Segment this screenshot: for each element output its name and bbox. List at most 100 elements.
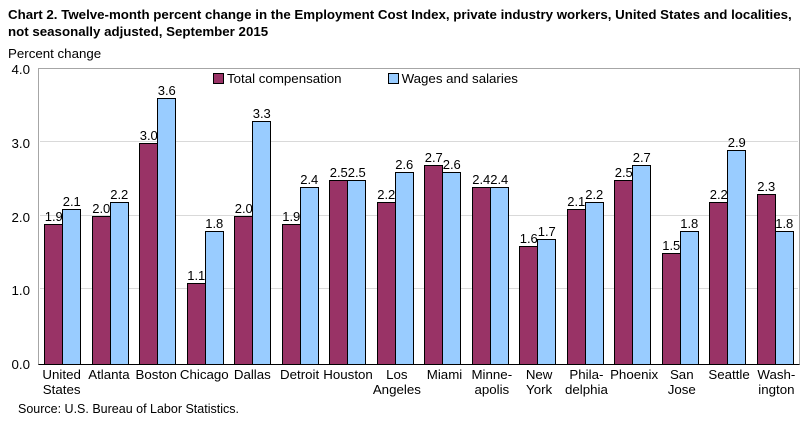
x-tick-label: United States xyxy=(42,367,81,397)
x-tick-label: San Jose xyxy=(667,367,696,397)
bar-value-label: 1.8 xyxy=(205,216,224,231)
y-tick-label: 3.0 xyxy=(11,135,31,151)
bar-group: 1.9 2.1 xyxy=(39,69,87,364)
legend-label: Wages and salaries xyxy=(401,71,518,86)
x-tick-label: Dallas xyxy=(233,367,271,382)
total-compensation-bar: 2.2 xyxy=(709,187,729,364)
bar-value-label: 2.2 xyxy=(110,187,129,202)
wages-salaries-bar: 2.9 xyxy=(727,135,747,364)
wages-salaries-bar: 2.1 xyxy=(62,194,82,364)
bar-value-label: 2.7 xyxy=(632,150,651,165)
bar-group: 2.1 2.2 xyxy=(562,69,610,364)
bar-value-label: 1.1 xyxy=(187,268,206,283)
total-compensation-bar: 2.5 xyxy=(614,165,634,364)
bar-value-label: 2.2 xyxy=(377,187,396,202)
bar-value-label: 2.4 xyxy=(472,172,491,187)
x-tick-label: Houston xyxy=(323,367,373,382)
wages-salaries-bar: 1.8 xyxy=(679,216,699,364)
bar-group: 2.2 2.6 xyxy=(372,69,420,364)
wages-salaries-bar: 2.6 xyxy=(442,157,462,364)
bar-value-label: 1.6 xyxy=(519,231,538,246)
y-tick-label: 2.0 xyxy=(11,209,31,225)
y-tick-label: 4.0 xyxy=(11,62,31,77)
x-tick-label: Miami xyxy=(426,367,463,382)
x-tick-label: Los Angeles xyxy=(372,367,421,397)
gridline xyxy=(40,214,798,216)
wages-salaries-bar: 2.2 xyxy=(109,187,129,364)
bar-group: 2.4 2.4 xyxy=(467,69,515,364)
legend-item-total-compensation: Total compensation xyxy=(213,71,342,86)
wages-salaries-bar: 3.6 xyxy=(157,83,177,364)
bar-group: 1.5 1.8 xyxy=(657,69,705,364)
x-tick-label: Boston xyxy=(135,367,177,382)
gridline xyxy=(40,140,798,142)
bar-value-label: 2.6 xyxy=(442,157,461,172)
y-tick-label: 0.0 xyxy=(11,357,31,372)
wages-salaries-bar: 1.8 xyxy=(774,216,794,364)
total-compensation-bar: 1.5 xyxy=(661,238,681,364)
bar-value-label: 3.3 xyxy=(252,106,271,121)
bar-group: 2.0 2.2 xyxy=(87,69,135,364)
total-compensation-bar: 2.5 xyxy=(329,165,349,364)
total-compensation-bar: 1.1 xyxy=(186,268,206,364)
bar-group: 1.9 2.4 xyxy=(277,69,325,364)
total-compensation-bar: 2.3 xyxy=(756,179,776,364)
bar-value-label: 2.6 xyxy=(395,157,414,172)
bar-value-label: 2.4 xyxy=(300,172,319,187)
legend: Total compensation Wages and salaries xyxy=(213,71,518,86)
bar-value-label: 2.1 xyxy=(567,194,586,209)
chart-title: Chart 2. Twelve-month percent change in … xyxy=(8,7,792,39)
bar-group: 2.0 3.3 xyxy=(229,69,277,364)
bar-value-label: 3.0 xyxy=(139,128,158,143)
bar-value-label: 2.5 xyxy=(614,165,633,180)
wages-salaries-bar: 2.4 xyxy=(299,172,319,364)
bar-group: 3.0 3.6 xyxy=(134,69,182,364)
wages-salaries-bar: 2.4 xyxy=(489,172,509,364)
bar-value-label: 1.8 xyxy=(775,216,794,231)
total-compensation-bar: 1.6 xyxy=(519,231,539,364)
source-note: Source: U.S. Bureau of Labor Statistics. xyxy=(18,402,239,416)
total-compensation-bar: 2.4 xyxy=(471,172,491,364)
bar-group: 1.1 1.8 xyxy=(182,69,230,364)
y-axis-labels: 0.0 1.0 2.0 3.0 4.0 xyxy=(0,62,32,372)
wages-salaries-swatch-icon xyxy=(387,73,399,84)
bar-value-label: 1.8 xyxy=(680,216,699,231)
bar-group: 2.3 1.8 xyxy=(752,69,800,364)
wages-salaries-bar: 2.7 xyxy=(632,150,652,364)
x-tick-label: Detroit xyxy=(280,367,320,382)
x-tick-label: Wash- ington xyxy=(757,367,796,397)
total-compensation-bar: 1.9 xyxy=(281,209,301,364)
total-compensation-bar: 3.0 xyxy=(139,128,159,364)
total-compensation-bar: 2.7 xyxy=(424,150,444,364)
bar-value-label: 1.7 xyxy=(537,224,556,239)
bar-group: 1.6 1.7 xyxy=(514,69,562,364)
bar-value-label: 3.6 xyxy=(157,83,176,98)
gridlines xyxy=(40,70,798,363)
bar-value-label: 2.5 xyxy=(347,165,366,180)
bar-group: 2.5 2.5 xyxy=(324,69,372,364)
bar-group: 2.7 2.6 xyxy=(419,69,467,364)
bar-value-label: 2.2 xyxy=(585,187,604,202)
wages-salaries-bar: 3.3 xyxy=(252,106,272,364)
bar-group: 2.2 2.9 xyxy=(704,69,752,364)
bar-value-label: 1.5 xyxy=(662,238,681,253)
bar-value-label: 2.7 xyxy=(424,150,443,165)
bar-value-label: 1.9 xyxy=(44,209,63,224)
bar-value-label: 2.4 xyxy=(490,172,509,187)
bar-groups: 1.9 2.1 2.0 2.2 3.0 3.6 1.1 1.8 2.0 3.3 1.9 2.4 2.5 2… xyxy=(39,69,799,364)
bar-value-label: 2.9 xyxy=(727,135,746,150)
x-tick-label: Chicago xyxy=(179,367,229,382)
total-compensation-bar: 2.0 xyxy=(234,201,254,364)
total-compensation-bar: 1.9 xyxy=(44,209,64,364)
x-tick-label: Minne- apolis xyxy=(471,367,513,397)
x-tick-label: Phila- delphia xyxy=(564,367,608,397)
total-compensation-bar: 2.1 xyxy=(566,194,586,364)
bar-value-label: 2.3 xyxy=(757,179,776,194)
bar-group: 2.5 2.7 xyxy=(609,69,657,364)
gridline xyxy=(40,288,798,290)
total-compensation-bar: 2.2 xyxy=(376,187,396,364)
bar-value-label: 2.1 xyxy=(62,194,81,209)
wages-salaries-bar: 1.8 xyxy=(204,216,224,364)
total-compensation-bar: 2.0 xyxy=(91,201,111,364)
